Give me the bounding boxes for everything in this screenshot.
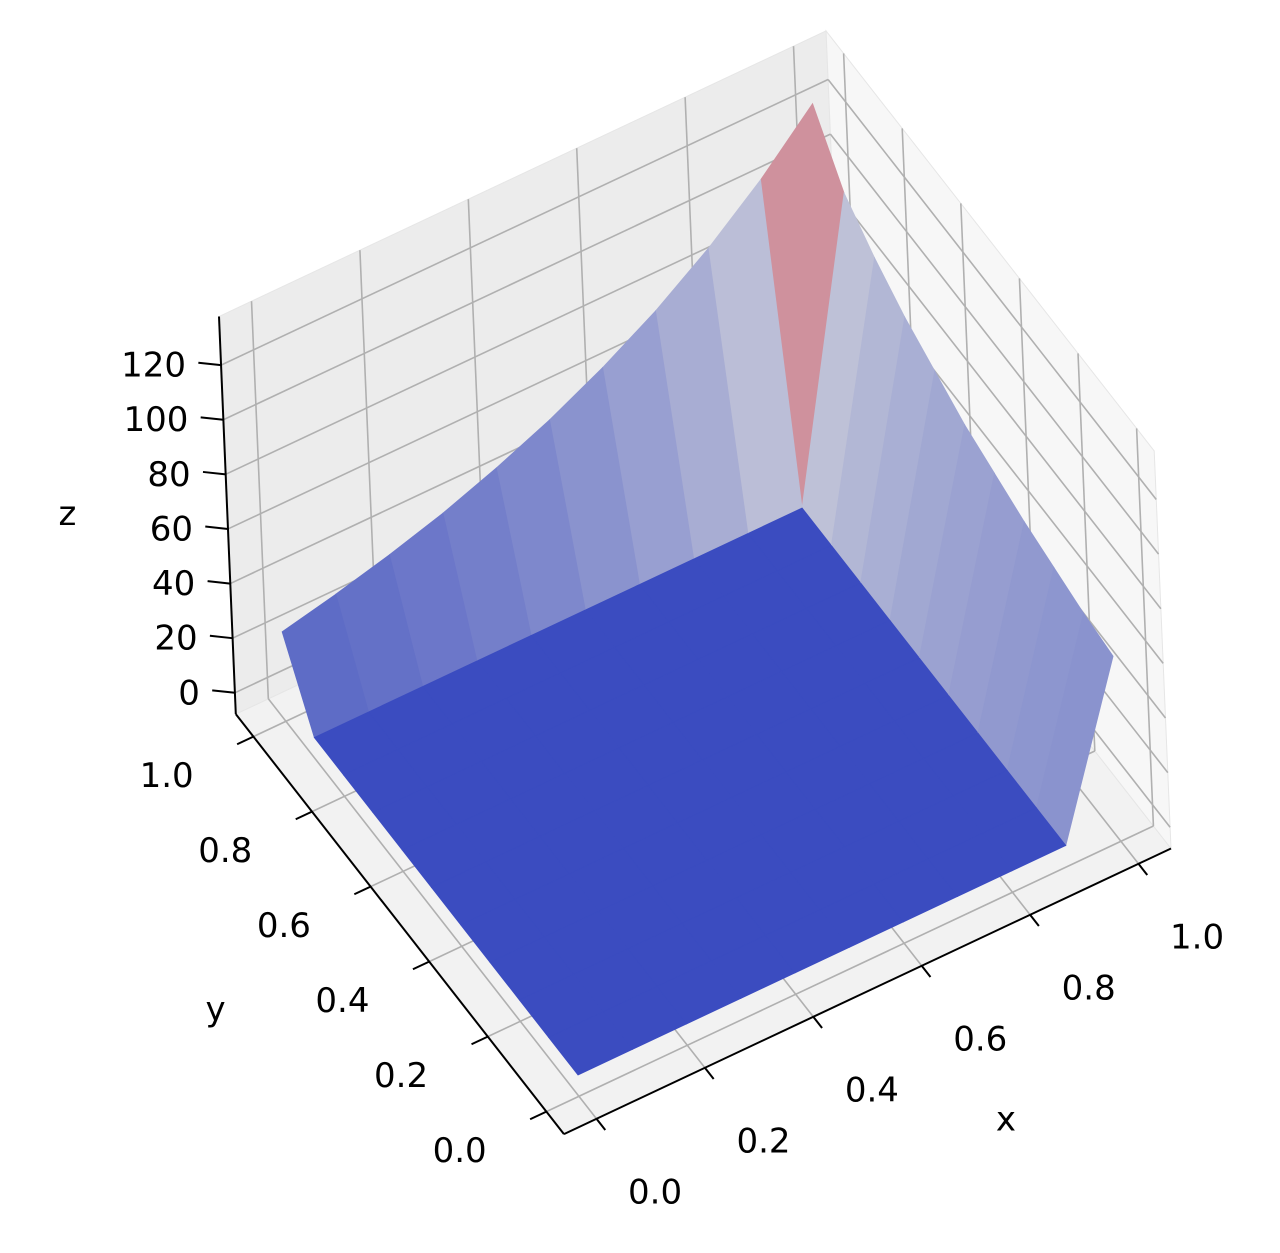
grid-line [546, 825, 1154, 1113]
x-tick [595, 1118, 607, 1131]
z-tick [202, 470, 226, 476]
grid-line [827, 79, 1157, 501]
y-tick-label: 1.0 [140, 756, 194, 796]
surface-patch [548, 1011, 633, 1076]
x-axis-label: x [996, 1100, 1016, 1140]
x-tick-label: 0.8 [1062, 968, 1116, 1008]
x-tick-label: 1.0 [1170, 917, 1224, 957]
axis-line [563, 847, 1172, 1136]
grid-line [829, 133, 1160, 555]
y-tick [471, 1035, 489, 1046]
y-tick [236, 735, 254, 746]
z-axis-label: z [58, 494, 76, 534]
x-tick [1137, 863, 1149, 876]
x-tick-label: 0.0 [628, 1172, 682, 1212]
axis-line [218, 316, 237, 715]
x-tick-label: 0.2 [736, 1121, 790, 1161]
grid-line [220, 78, 829, 366]
z-tick [212, 689, 236, 694]
z-tick [200, 416, 224, 421]
surface [281, 102, 1114, 1076]
z-tick-label: 80 [147, 455, 190, 495]
y-tick-label: 0.0 [433, 1131, 487, 1171]
z-tick-label: 20 [154, 619, 197, 659]
z-tick [207, 580, 231, 585]
x-tick-label: 0.4 [845, 1070, 899, 1110]
z-tick [205, 525, 229, 530]
grid-line [1135, 428, 1155, 827]
z-tick [209, 634, 233, 640]
x-tick [704, 1067, 715, 1080]
y-tick-label: 0.8 [198, 831, 252, 871]
x-tick [1029, 914, 1040, 927]
axes: 0.00.20.40.60.81.00.00.20.40.60.81.00204… [58, 316, 1224, 1212]
z-tick-label: 100 [123, 400, 188, 440]
y-axis-label: y [206, 989, 226, 1029]
grid-line [223, 133, 831, 421]
y-tick-label: 0.2 [374, 1056, 428, 1096]
grid-line [250, 301, 270, 699]
z-tick-label: 0 [178, 673, 200, 713]
axis-line [235, 713, 565, 1135]
x-tick [812, 1016, 823, 1029]
grid-line [267, 698, 598, 1120]
y-tick [529, 1110, 547, 1121]
y-tick [412, 960, 430, 971]
z-tick-label: 120 [121, 346, 186, 386]
y-tick [295, 810, 313, 821]
grid-line [832, 188, 1162, 610]
z-tick-label: 40 [152, 564, 195, 604]
z-tick [198, 361, 222, 367]
x-tick [920, 965, 932, 978]
y-tick [353, 885, 372, 896]
x-tick-label: 0.6 [953, 1019, 1007, 1059]
y-tick-label: 0.6 [257, 906, 311, 946]
y-tick-label: 0.4 [315, 981, 369, 1021]
z-tick-label: 60 [150, 509, 193, 549]
